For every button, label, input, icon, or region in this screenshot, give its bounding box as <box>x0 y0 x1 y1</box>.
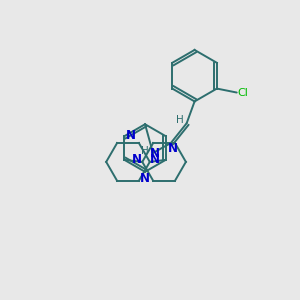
Text: H: H <box>176 115 184 125</box>
Text: N: N <box>168 142 178 154</box>
Text: N: N <box>140 172 150 185</box>
Text: Cl: Cl <box>238 88 249 98</box>
Text: N: N <box>125 129 135 142</box>
Text: H: H <box>141 146 149 156</box>
Text: N: N <box>132 153 142 167</box>
Text: N: N <box>150 153 160 167</box>
Text: N: N <box>150 148 160 160</box>
